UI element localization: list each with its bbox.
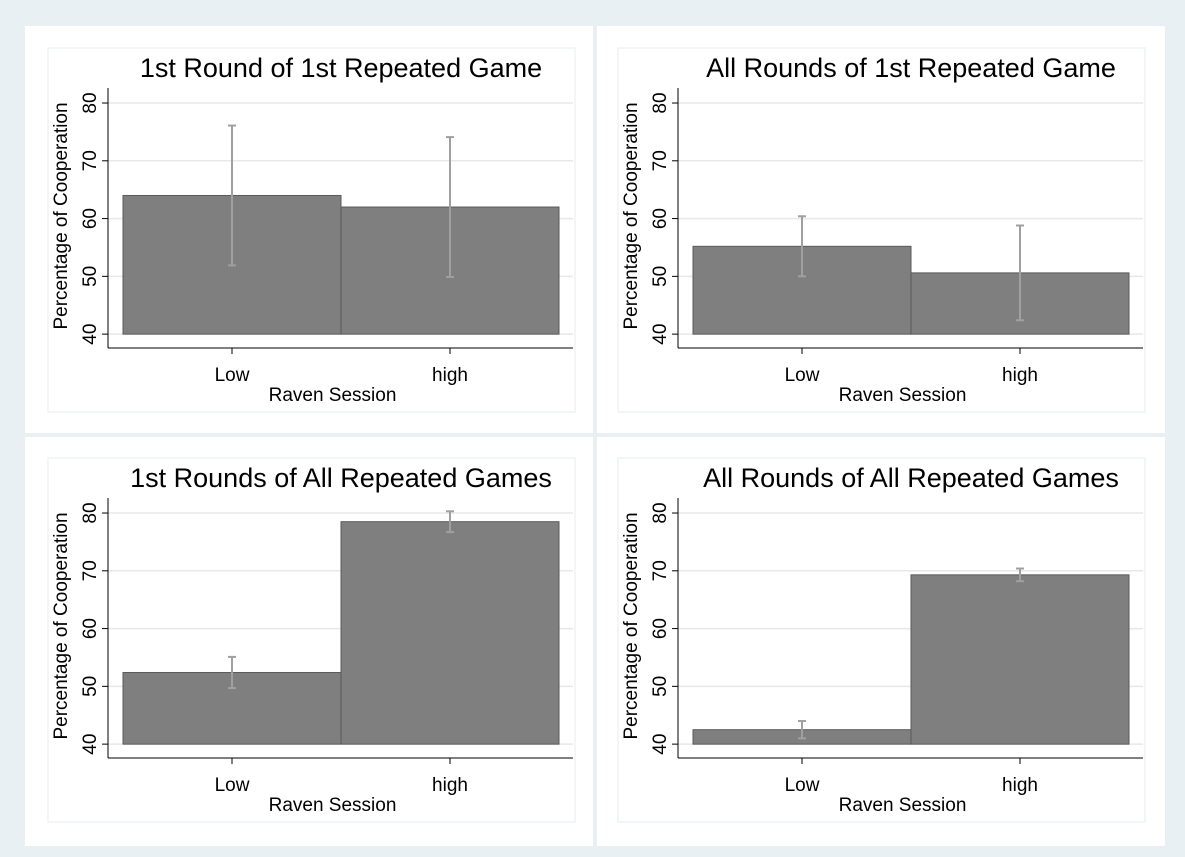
y-axis-title: Percentage of Cooperation	[621, 512, 642, 739]
plot-region-border	[617, 457, 1146, 823]
x-tick-label: Low	[785, 365, 820, 386]
y-tick-label: 80	[80, 92, 101, 113]
y-tick-label: 40	[80, 324, 101, 345]
y-axis-title: Percentage of Cooperation	[51, 512, 72, 739]
y-axis-title: Percentage of Cooperation	[621, 102, 642, 329]
x-axis-title: Raven Session	[839, 795, 967, 816]
chart-title: All Rounds of 1st Repeated Game	[706, 53, 1116, 83]
x-axis-title: Raven Session	[839, 385, 967, 406]
chart-title: All Rounds of All Repeated Games	[703, 463, 1119, 493]
y-tick-label: 50	[650, 676, 671, 697]
bar	[910, 574, 1130, 745]
y-tick-label: 70	[650, 150, 671, 171]
plot-region-border	[47, 457, 576, 823]
y-tick-label: 70	[80, 150, 101, 171]
x-tick-label: high	[1002, 775, 1038, 796]
x-tick-label: Low	[215, 775, 250, 796]
y-tick-label: 70	[80, 560, 101, 581]
error-bar	[1016, 224, 1024, 322]
x-tick-label: Low	[785, 775, 820, 796]
y-tick-label: 50	[80, 676, 101, 697]
y-axis-title: Percentage of Cooperation	[51, 102, 72, 329]
y-tick-label: 80	[80, 502, 101, 523]
y-tick-label: 60	[650, 618, 671, 639]
y-tick-label: 60	[80, 618, 101, 639]
plot-region-border	[617, 47, 1146, 413]
x-tick-label: high	[1002, 365, 1038, 386]
chart-title: 1st Round of 1st Repeated Game	[140, 53, 542, 83]
error-bar	[228, 124, 236, 267]
y-tick-label: 80	[650, 92, 671, 113]
y-tick-label: 40	[650, 324, 671, 345]
y-tick-label: 40	[650, 734, 671, 755]
x-axis-title: Raven Session	[269, 385, 397, 406]
x-tick-label: high	[432, 775, 468, 796]
y-tick-label: 50	[80, 266, 101, 287]
x-tick-label: high	[432, 365, 468, 386]
bar	[340, 521, 560, 745]
error-bar	[798, 720, 806, 740]
error-bar	[1016, 567, 1024, 583]
error-bar	[446, 510, 454, 534]
chart-title: 1st Rounds of All Repeated Games	[130, 463, 552, 493]
y-tick-label: 80	[650, 502, 671, 523]
error-bar	[798, 215, 806, 278]
y-tick-label: 40	[80, 734, 101, 755]
x-axis-title: Raven Session	[269, 795, 397, 816]
y-tick-label: 70	[650, 560, 671, 581]
error-bar	[228, 655, 236, 690]
y-tick-label: 50	[650, 266, 671, 287]
y-tick-label: 60	[80, 208, 101, 229]
y-tick-label: 60	[650, 208, 671, 229]
error-bar	[446, 136, 454, 278]
plot-region-border	[47, 47, 576, 413]
x-tick-label: Low	[215, 365, 250, 386]
